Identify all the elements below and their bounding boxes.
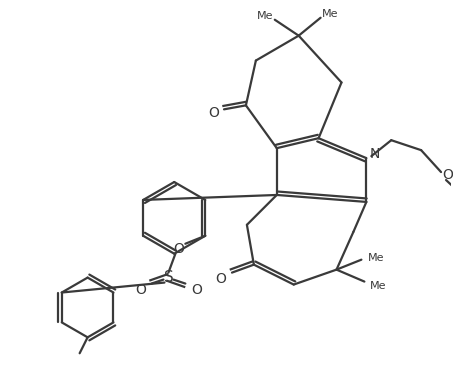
Text: N: N xyxy=(369,147,380,161)
Text: Me: Me xyxy=(256,11,273,21)
Text: Me: Me xyxy=(368,253,385,263)
Text: Me: Me xyxy=(370,280,386,290)
Text: O: O xyxy=(216,272,226,286)
Text: O: O xyxy=(135,283,146,296)
Text: O: O xyxy=(443,168,453,182)
Text: Me: Me xyxy=(322,9,339,19)
Text: O: O xyxy=(191,283,202,296)
Text: S: S xyxy=(164,270,173,285)
Text: O: O xyxy=(209,106,220,120)
Text: O: O xyxy=(173,242,184,256)
